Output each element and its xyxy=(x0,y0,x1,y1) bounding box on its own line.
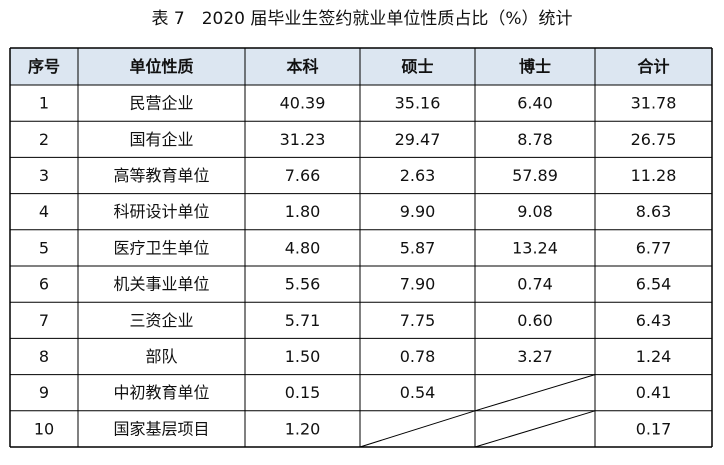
cell-value: 8.78 xyxy=(517,130,553,149)
unit-type: 科研设计单位 xyxy=(113,202,209,221)
cell-value: 1.80 xyxy=(285,202,321,221)
unit-type: 国有企业 xyxy=(129,130,193,149)
cell-value: 1.24 xyxy=(636,347,672,366)
unit-type: 三资企业 xyxy=(129,311,193,330)
cell-value: 9.90 xyxy=(400,202,436,221)
table-title: 表 7 2020 届毕业生签约就业单位性质占比（%）统计 xyxy=(151,9,572,29)
cell-value: 31.23 xyxy=(280,130,326,149)
cell-value: 35.16 xyxy=(395,94,441,113)
row-index: 3 xyxy=(39,166,49,185)
row-index: 4 xyxy=(39,202,49,221)
cell-value: 13.24 xyxy=(512,238,558,257)
row-index: 10 xyxy=(34,419,54,438)
cell-value: 5.71 xyxy=(285,311,321,330)
cell-value: 4.80 xyxy=(285,238,321,257)
cell-value: 7.75 xyxy=(400,311,436,330)
cell-value: 0.41 xyxy=(636,383,672,402)
column-header: 合计 xyxy=(637,57,669,76)
unit-type: 医疗卫生单位 xyxy=(113,238,209,257)
cell-value: 7.90 xyxy=(400,275,436,294)
unit-type: 部队 xyxy=(145,347,177,366)
cell-value: 0.60 xyxy=(517,311,553,330)
cell-value: 11.28 xyxy=(631,166,677,185)
cell-value: 0.15 xyxy=(285,383,321,402)
row-index: 8 xyxy=(39,347,49,366)
unit-type: 中初教育单位 xyxy=(113,383,209,402)
row-index: 5 xyxy=(39,238,49,257)
column-header: 博士 xyxy=(519,57,551,76)
cell-value: 3.27 xyxy=(517,347,553,366)
cell-value: 0.74 xyxy=(517,275,553,294)
column-header: 单位性质 xyxy=(129,57,193,76)
unit-type: 国家基层项目 xyxy=(113,419,209,438)
cell-value: 1.20 xyxy=(285,419,321,438)
row-index: 1 xyxy=(39,94,49,113)
cell-value: 7.66 xyxy=(285,166,321,185)
cell-value: 6.40 xyxy=(517,94,553,113)
column-header: 硕士 xyxy=(401,57,433,76)
cell-value: 6.77 xyxy=(636,238,672,257)
cell-value: 26.75 xyxy=(631,130,677,149)
cell-value: 57.89 xyxy=(512,166,558,185)
row-index: 2 xyxy=(39,130,49,149)
cell-value: 0.78 xyxy=(400,347,436,366)
diagonal-slash xyxy=(474,374,596,412)
cell-value: 6.43 xyxy=(636,311,672,330)
diagonal-slash xyxy=(359,410,476,448)
header-background xyxy=(10,48,712,85)
cell-value: 5.87 xyxy=(400,238,436,257)
row-index: 7 xyxy=(39,311,49,330)
cell-value: 0.54 xyxy=(400,383,436,402)
row-index: 9 xyxy=(39,383,49,402)
unit-type: 机关事业单位 xyxy=(113,275,209,294)
cell-value: 8.63 xyxy=(636,202,672,221)
cell-value: 6.54 xyxy=(636,275,672,294)
cell-value: 29.47 xyxy=(395,130,441,149)
cell-value: 1.50 xyxy=(285,347,321,366)
cell-value: 5.56 xyxy=(285,275,321,294)
cell-value: 9.08 xyxy=(517,202,553,221)
cell-value: 31.78 xyxy=(631,94,677,113)
unit-type: 民营企业 xyxy=(129,94,193,113)
diagonal-slash xyxy=(474,410,596,448)
column-header: 序号 xyxy=(28,57,60,76)
cell-value: 0.17 xyxy=(636,419,672,438)
unit-type: 高等教育单位 xyxy=(113,166,209,185)
column-header: 本科 xyxy=(286,57,318,76)
cell-value: 2.63 xyxy=(400,166,436,185)
row-index: 6 xyxy=(39,275,49,294)
cell-value: 40.39 xyxy=(280,94,326,113)
